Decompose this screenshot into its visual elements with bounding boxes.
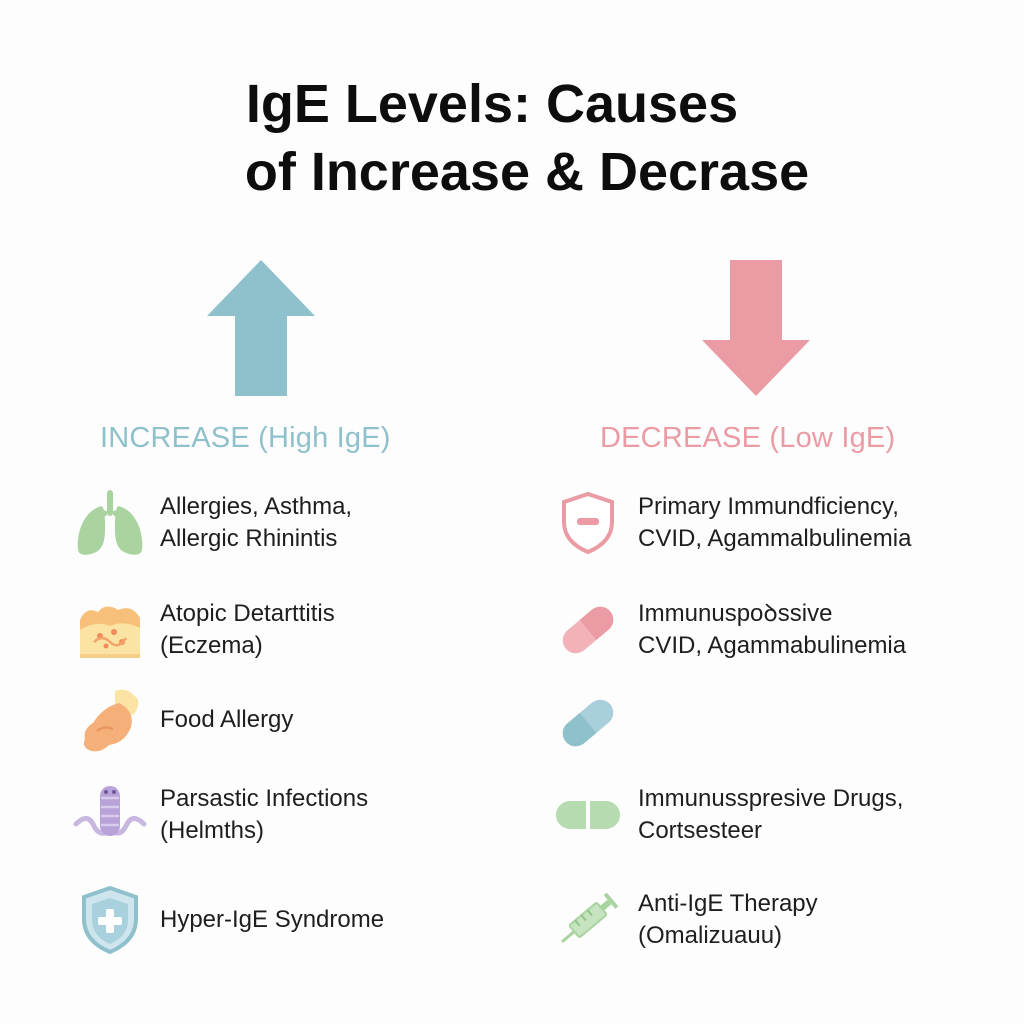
item-text-line2: (Omalizuauu) <box>638 922 783 949</box>
lungs-icon <box>70 483 150 563</box>
item-text-line1: Parsastic Infections <box>160 785 369 812</box>
decrease-item-anti-ige: Anti-IgE Therapy (Omalizuauu) <box>548 880 818 960</box>
pill-green-icon <box>548 775 628 855</box>
item-text-line1: Immunusspresive Drugs, <box>638 785 904 812</box>
shield-minus-icon <box>548 483 628 563</box>
skin-rash-icon <box>70 590 150 670</box>
arrow-down-icon <box>702 260 810 396</box>
increase-heading: INCREASE (High IgE) <box>100 422 391 454</box>
item-text-line2: (Helmths) <box>160 817 265 844</box>
item-text-line2: (Eczema) <box>160 632 263 659</box>
item-text-line1: Immunuspoꝺssive <box>638 600 833 627</box>
increase-item-parasitic: Parsastic Infections (Helmths) <box>70 775 368 855</box>
arrow-up-icon <box>207 260 315 396</box>
decrease-item-primary-immunodeficiency: Primary Immundficiency, CVID, Agammalbul… <box>548 483 911 563</box>
item-text-line1: Food Allergy <box>160 706 294 733</box>
decrease-item-drugs: Immunusspresive Drugs, Cortsesteer <box>548 775 903 855</box>
item-text-line1: Anti-IgE Therapy <box>638 890 818 917</box>
increase-item-eczema: Atopic Detarttitis (Eczema) <box>70 590 335 670</box>
increase-item-hyper-ige: Hyper-IgE Syndrome <box>70 880 384 960</box>
decrease-item-immunosuppressive: Immunuspoꝺssive CVID, Agammabulinemia <box>548 590 906 670</box>
item-text-line1: Atopic Detarttitis <box>160 600 335 627</box>
item-text-line2: Cortsesteer <box>638 817 763 844</box>
decrease-heading: DECREASE (Low IgE) <box>600 422 896 454</box>
increase-item-allergies: Allergies, Asthma, Allergic Rhinintis <box>70 483 352 563</box>
title-line-1: IgE Levels: Causes <box>245 74 739 134</box>
capsule-blue-icon <box>548 683 628 763</box>
item-text-line2: CVID, Agammabulinemia <box>638 632 907 659</box>
syringe-icon <box>548 880 628 960</box>
increase-item-food-allergy: Food Allergy <box>70 680 293 760</box>
item-text-line1: Hyper-IgE Syndrome <box>160 906 385 933</box>
item-text-line2: CVID, Agammalbulinemia <box>638 525 912 552</box>
item-text-line1: Allergies, Asthma, <box>160 493 353 520</box>
worm-icon <box>70 775 150 855</box>
shield-cross-icon <box>70 880 150 960</box>
item-text-line2: Allergic Rhinintis <box>160 525 338 552</box>
title-line-2: of Increase & Decrase <box>244 142 810 202</box>
food-icon <box>70 680 150 760</box>
decrease-item-capsule <box>548 683 628 763</box>
capsule-pink-icon <box>548 590 628 670</box>
item-text-line1: Primary Immundficiency, <box>638 493 899 520</box>
page-title: IgE Levels: Causes of Increase & Decrase <box>0 70 1024 206</box>
